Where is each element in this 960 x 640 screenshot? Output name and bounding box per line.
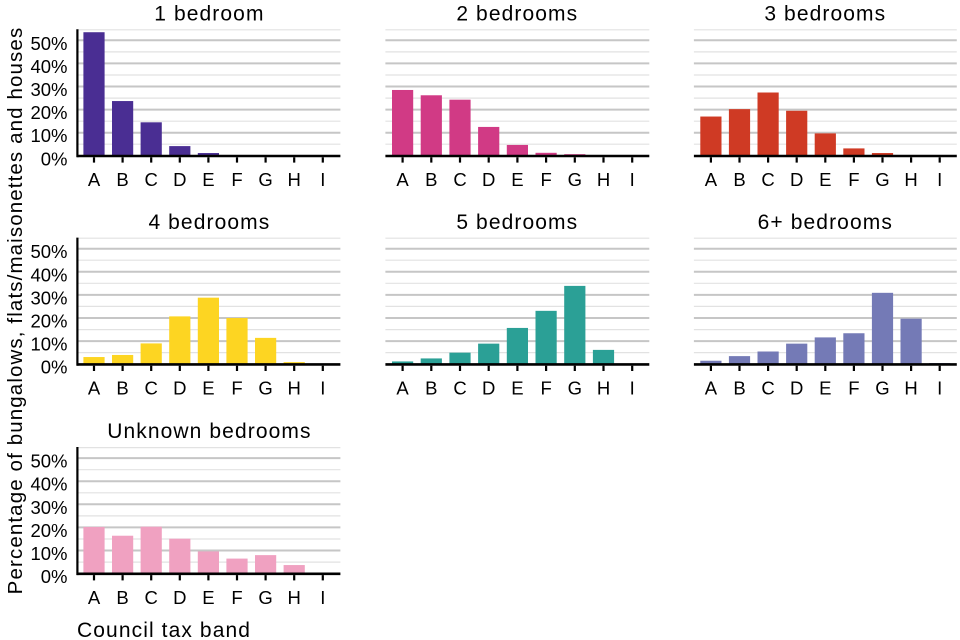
svg-text:H: H (904, 378, 917, 399)
svg-text:B: B (116, 587, 128, 608)
svg-text:I: I (630, 169, 635, 190)
svg-text:B: B (733, 169, 745, 190)
svg-text:H: H (288, 587, 301, 608)
svg-text:G: G (568, 378, 582, 399)
svg-text:A: A (705, 169, 718, 190)
svg-text:50%: 50% (30, 241, 67, 262)
svg-text:E: E (202, 169, 214, 190)
svg-text:F: F (540, 169, 551, 190)
svg-text:10%: 10% (30, 334, 67, 355)
svg-text:G: G (875, 378, 889, 399)
svg-text:D: D (790, 378, 803, 399)
svg-text:G: G (258, 587, 272, 608)
svg-text:E: E (511, 169, 523, 190)
svg-text:20%: 20% (30, 520, 67, 541)
svg-text:3 bedrooms: 3 bedrooms (764, 2, 886, 25)
svg-text:H: H (288, 378, 301, 399)
svg-text:30%: 30% (30, 287, 67, 308)
svg-text:2 bedrooms: 2 bedrooms (456, 2, 578, 25)
svg-text:C: C (761, 169, 774, 190)
svg-text:F: F (848, 169, 859, 190)
svg-text:C: C (145, 587, 158, 608)
svg-text:E: E (202, 587, 214, 608)
svg-text:I: I (320, 169, 325, 190)
svg-text:C: C (145, 169, 158, 190)
svg-text:0%: 0% (41, 566, 68, 587)
svg-text:I: I (320, 378, 325, 399)
svg-text:I: I (320, 587, 325, 608)
svg-text:A: A (88, 587, 101, 608)
svg-text:F: F (231, 378, 242, 399)
svg-text:40%: 40% (30, 474, 67, 495)
svg-text:Percentage of bungalows, flats: Percentage of bungalows, flats/maisonett… (4, 27, 27, 595)
svg-text:30%: 30% (30, 497, 67, 518)
svg-text:D: D (482, 378, 495, 399)
svg-text:H: H (597, 378, 610, 399)
svg-text:50%: 50% (30, 33, 67, 54)
svg-text:50%: 50% (30, 451, 67, 472)
svg-text:H: H (597, 169, 610, 190)
svg-text:5 bedrooms: 5 bedrooms (456, 211, 578, 234)
svg-text:E: E (819, 378, 831, 399)
svg-text:A: A (88, 378, 101, 399)
svg-text:A: A (705, 378, 718, 399)
svg-text:C: C (145, 378, 158, 399)
svg-text:0%: 0% (41, 148, 68, 169)
svg-text:10%: 10% (30, 125, 67, 146)
svg-text:I: I (630, 378, 635, 399)
svg-text:4 bedrooms: 4 bedrooms (148, 211, 270, 234)
svg-text:I: I (937, 169, 942, 190)
svg-text:A: A (396, 169, 409, 190)
svg-text:40%: 40% (30, 264, 67, 285)
svg-text:G: G (875, 169, 889, 190)
svg-text:H: H (904, 169, 917, 190)
svg-text:B: B (116, 378, 128, 399)
svg-text:H: H (288, 169, 301, 190)
svg-text:G: G (258, 169, 272, 190)
svg-text:Unknown bedrooms: Unknown bedrooms (107, 420, 311, 443)
svg-text:Council tax band: Council tax band (77, 619, 251, 640)
svg-text:C: C (761, 378, 774, 399)
svg-text:E: E (819, 169, 831, 190)
svg-text:B: B (425, 378, 437, 399)
svg-text:F: F (540, 378, 551, 399)
svg-text:D: D (173, 587, 186, 608)
svg-text:D: D (482, 169, 495, 190)
svg-text:F: F (231, 169, 242, 190)
svg-text:E: E (202, 378, 214, 399)
svg-text:20%: 20% (30, 102, 67, 123)
svg-text:A: A (88, 169, 101, 190)
svg-text:D: D (173, 169, 186, 190)
svg-text:A: A (396, 378, 409, 399)
svg-text:C: C (453, 169, 466, 190)
svg-text:20%: 20% (30, 311, 67, 332)
svg-text:E: E (511, 378, 523, 399)
svg-text:C: C (453, 378, 466, 399)
svg-text:30%: 30% (30, 79, 67, 100)
svg-text:40%: 40% (30, 56, 67, 77)
svg-text:B: B (116, 169, 128, 190)
svg-text:B: B (425, 169, 437, 190)
svg-text:6+ bedrooms: 6+ bedrooms (758, 211, 893, 234)
svg-text:F: F (848, 378, 859, 399)
svg-text:G: G (568, 169, 582, 190)
svg-text:F: F (231, 587, 242, 608)
svg-text:G: G (258, 378, 272, 399)
svg-text:D: D (173, 378, 186, 399)
svg-text:D: D (790, 169, 803, 190)
svg-text:10%: 10% (30, 543, 67, 564)
svg-text:B: B (733, 378, 745, 399)
svg-text:1 bedroom: 1 bedroom (154, 2, 264, 25)
svg-text:I: I (937, 378, 942, 399)
svg-text:0%: 0% (41, 357, 68, 378)
